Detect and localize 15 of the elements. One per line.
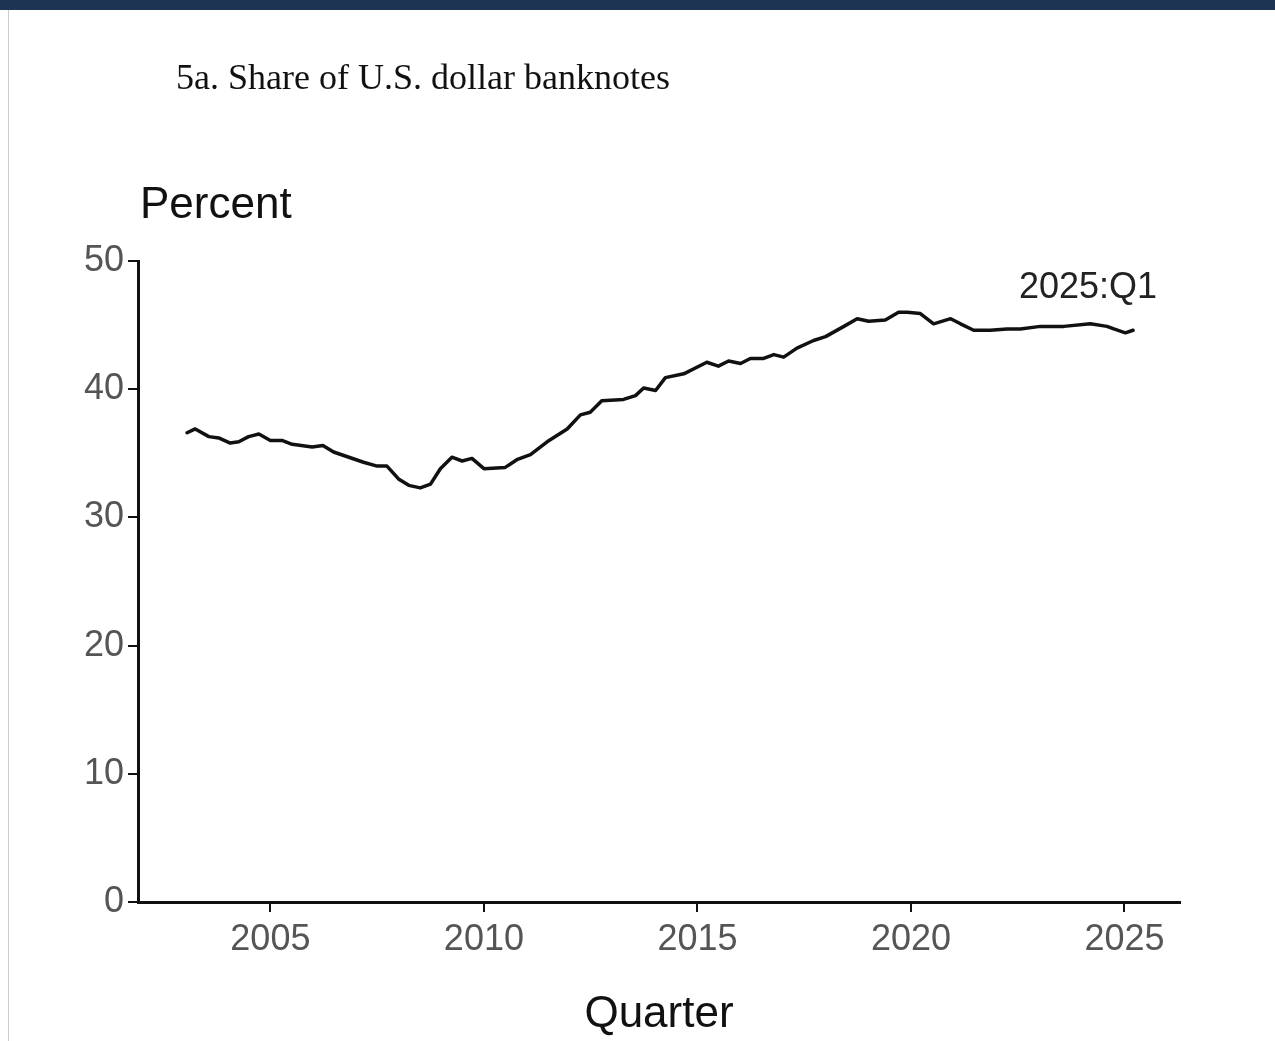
x-tick-label: 2010 bbox=[443, 916, 524, 958]
annotation: 2025:Q1 bbox=[1018, 265, 1158, 307]
y-tick-label: 10 bbox=[83, 750, 124, 792]
y-tick-label: 30 bbox=[83, 494, 124, 536]
y-tick-label: 0 bbox=[103, 878, 124, 920]
x-tick-label: 2020 bbox=[870, 916, 952, 958]
x-tick-label: 2025 bbox=[1084, 916, 1165, 958]
y-tick-label: 50 bbox=[83, 237, 124, 279]
y-tick-label: 20 bbox=[83, 622, 124, 664]
chart-title: 5a. Share of U.S. dollar banknotes bbox=[176, 56, 670, 98]
x-tick-label: 2005 bbox=[230, 916, 311, 958]
x-axis-title: Quarter bbox=[584, 986, 734, 1036]
x-tick-label: 2015 bbox=[657, 916, 738, 958]
y-axis-title: Percent bbox=[140, 178, 292, 228]
y-tick-label: 40 bbox=[83, 366, 124, 408]
